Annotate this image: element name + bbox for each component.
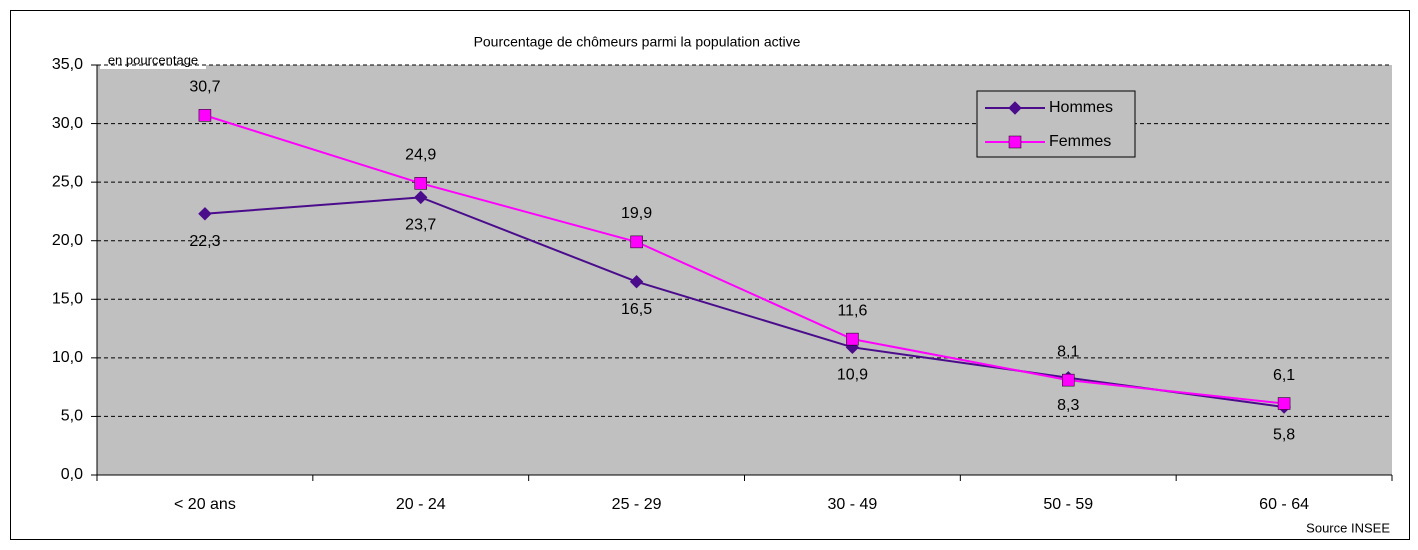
data-label: 22,3	[189, 233, 220, 250]
point	[198, 109, 212, 122]
y-tick-label: 15,0	[52, 291, 83, 308]
chart-title: Pourcentage de chômeurs parmi la populat…	[474, 34, 801, 50]
y-tick-label: 20,0	[52, 232, 83, 249]
data-label: 11,6	[837, 302, 867, 319]
x-tick-label: 25 - 29	[612, 496, 662, 513]
y-tick-label: 30,0	[52, 115, 83, 132]
x-tick-label: 30 - 49	[828, 496, 878, 513]
data-label: 5,8	[1273, 426, 1295, 443]
point	[414, 190, 428, 205]
legend-label: Femmes	[1049, 133, 1111, 150]
series-line	[204, 114, 1285, 405]
point	[630, 235, 643, 249]
y-tick-label: 5,0	[61, 408, 83, 425]
point	[629, 275, 644, 289]
data-label: 23,7	[405, 217, 436, 234]
legend-marker	[1008, 135, 1022, 149]
legend-label: Hommes	[1049, 99, 1113, 116]
x-tick-label: 20 - 24	[396, 496, 446, 513]
legend-marker	[1008, 101, 1022, 115]
point	[1062, 373, 1075, 387]
plot-area	[97, 65, 1392, 475]
point	[846, 332, 859, 346]
data-label: 10,9	[837, 367, 868, 384]
data-label: 8,3	[1057, 397, 1079, 414]
data-label: 6,1	[1273, 367, 1295, 384]
y-tick-label: 0,0	[61, 466, 83, 483]
y-tick-label: 10,0	[52, 349, 83, 366]
source-note: Source INSEE	[1306, 520, 1390, 535]
data-label: 8,1	[1057, 343, 1079, 360]
data-label: 19,9	[621, 205, 652, 222]
point	[414, 177, 427, 190]
y-tick-label: 25,0	[52, 173, 83, 190]
data-label: 16,5	[621, 301, 652, 318]
series-line	[204, 196, 1285, 409]
point	[1277, 397, 1291, 410]
x-tick-label: < 20 ans	[174, 496, 236, 513]
point	[198, 207, 212, 221]
data-label: 24,9	[405, 147, 436, 164]
y-tick-label: 35,0	[52, 56, 83, 73]
x-tick-label: 60 - 64	[1259, 496, 1309, 513]
data-label: 30,7	[189, 79, 220, 96]
legend-box	[976, 90, 1136, 158]
x-tick-label: 50 - 59	[1043, 496, 1093, 513]
y-axis-label: en pourcentage	[108, 52, 198, 67]
